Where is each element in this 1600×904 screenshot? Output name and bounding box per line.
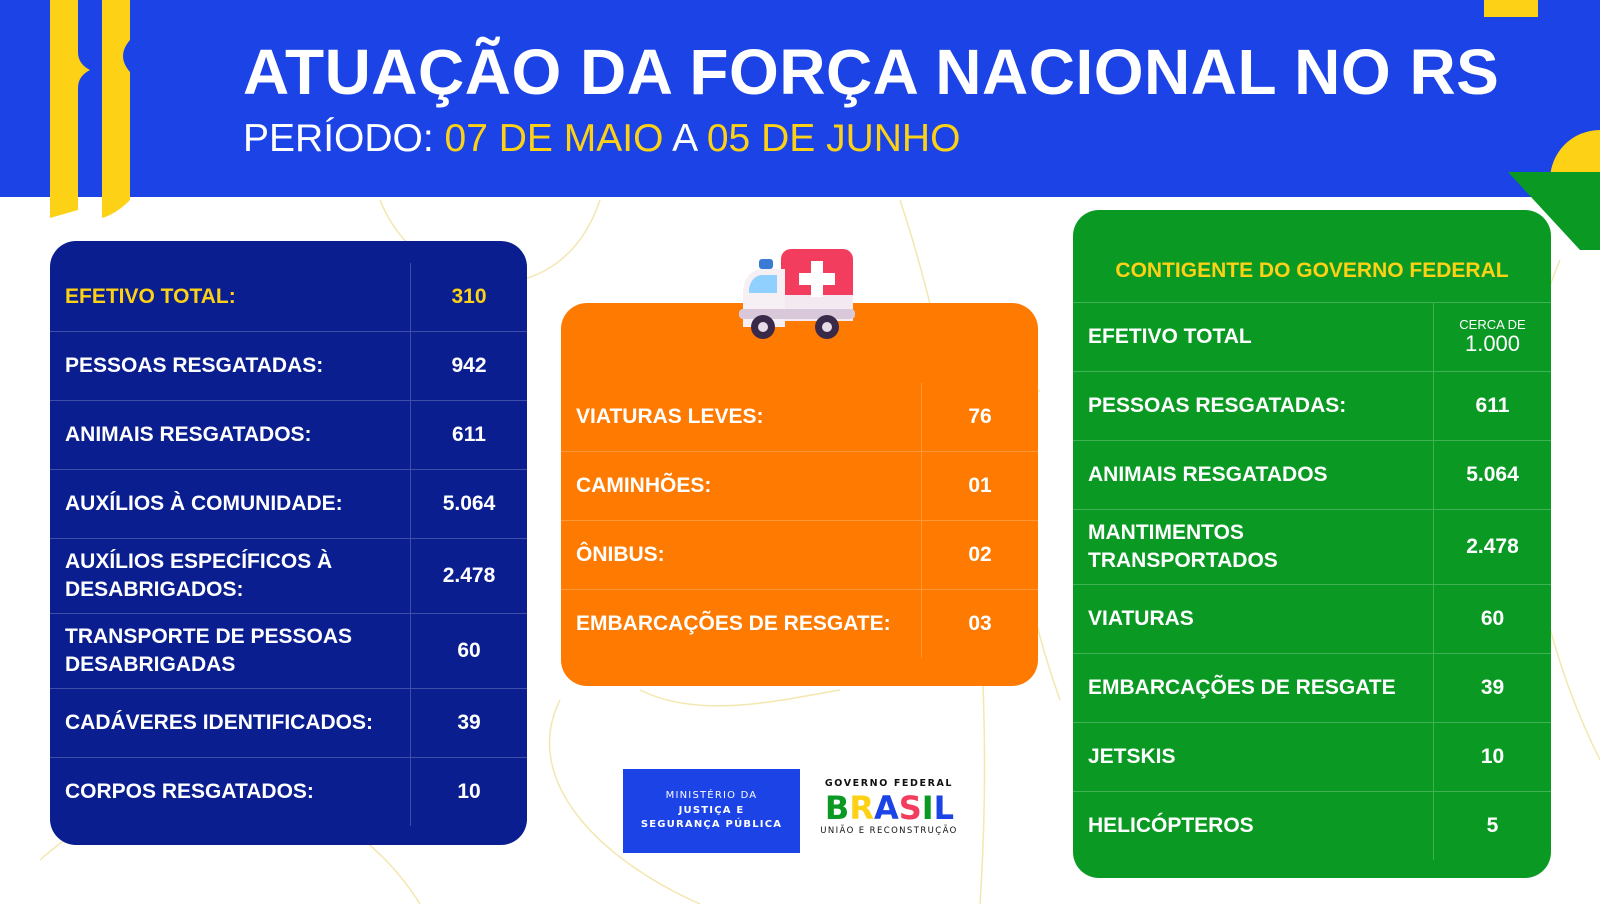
brasil-letter: B — [824, 789, 849, 827]
ministry-logo-line: JUSTIÇA E — [678, 804, 745, 816]
row-label: EMBARCAÇÕES DE RESGATE — [1088, 675, 1396, 699]
vehicles-table: VIATURAS LEVES: 76 CAMINHÕES: 01 ÔNIBUS:… — [561, 383, 1038, 658]
table-row: EFETIVO TOTAL CERCA DE 1.000 — [1073, 303, 1551, 372]
page-title: ATUAÇÃO DA FORÇA NACIONAL NO RS — [243, 36, 1500, 108]
period-end-date: 05 DE JUNHO — [706, 117, 961, 160]
gov-logo-top-text: GOVERNO FEDERAL — [824, 778, 954, 789]
table-row: EMBARCAÇÕES DE RESGATE: 03 — [561, 590, 1038, 658]
table-row: ÔNIBUS: 02 — [561, 521, 1038, 590]
row-value: 10 — [1433, 723, 1551, 791]
table-row: AUXÍLIOS À COMUNIDADE: 5.064 — [50, 470, 527, 539]
row-value: CERCA DE 1.000 — [1433, 303, 1551, 371]
table-row: EFETIVO TOTAL: 310 — [50, 263, 527, 332]
row-value: 611 — [1433, 372, 1551, 440]
period-connector: A — [672, 117, 697, 160]
table-row: VIATURAS LEVES: 76 — [561, 383, 1038, 452]
row-value: 03 — [921, 590, 1038, 658]
period-subtitle: PERÍODO: 07 DE MAIO A 05 DE JUNHO — [243, 117, 961, 161]
brasil-letter: R — [849, 789, 874, 827]
ministry-logo-line: SEGURANÇA PÚBLICA — [640, 819, 783, 831]
value-amount: 1.000 — [1464, 331, 1521, 357]
row-label: HELICÓPTEROS — [1088, 813, 1254, 837]
table-row: JETSKIS 10 — [1073, 723, 1551, 792]
row-label: ANIMAIS RESGATADOS: — [65, 422, 312, 446]
row-value: 01 — [921, 452, 1038, 520]
row-value: 02 — [921, 521, 1038, 589]
row-label: PESSOAS RESGATADAS: — [65, 353, 324, 377]
row-value: 76 — [921, 383, 1038, 451]
row-label: CADÁVERES IDENTIFICADOS: — [65, 710, 374, 734]
corner-decoration — [1484, 0, 1600, 250]
row-label: MANTIMENTOS TRANSPORTADOS — [1088, 520, 1278, 572]
table-row: CORPOS RESGATADOS: 10 — [50, 758, 527, 826]
row-label: JETSKIS — [1088, 744, 1176, 768]
value-prefix: CERCA DE — [1459, 316, 1526, 332]
row-value: 60 — [410, 614, 527, 688]
header-banner — [0, 0, 1600, 197]
row-label: EFETIVO TOTAL — [1088, 324, 1252, 348]
table-row: AUXÍLIOS ESPECÍFICOS À DESABRIGADOS: 2.4… — [50, 539, 527, 614]
row-value: 2.478 — [1433, 510, 1551, 584]
row-label: CAMINHÕES: — [576, 473, 712, 497]
table-row: EMBARCAÇÕES DE RESGATE 39 — [1073, 654, 1551, 723]
row-value: 5.064 — [1433, 441, 1551, 509]
table-row: HELICÓPTEROS 5 — [1073, 792, 1551, 860]
row-value: 10 — [410, 758, 527, 826]
table-row: CAMINHÕES: 01 — [561, 452, 1038, 521]
brasil-letter: I — [921, 789, 934, 827]
row-value: 39 — [1433, 654, 1551, 722]
table-row: VIATURAS 60 — [1073, 585, 1551, 654]
ministry-justice-logo: MINISTÉRIO DA JUSTIÇA E SEGURANÇA PÚBLIC… — [623, 769, 800, 853]
table-row: PESSOAS RESGATADAS: 611 — [1073, 372, 1551, 441]
period-start-date: 07 DE MAIO — [444, 117, 664, 160]
row-label: TRANSPORTE DE PESSOAS DESABRIGADAS — [65, 624, 353, 676]
row-value: 39 — [410, 689, 527, 757]
brand-stripes-decoration — [50, 0, 130, 218]
brasil-letter: L — [933, 789, 954, 827]
row-label: PESSOAS RESGATADAS: — [1088, 393, 1347, 417]
federal-government-logo: GOVERNO FEDERAL B R A S I L UNIÃO E RECO… — [815, 778, 963, 848]
row-label: EMBARCAÇÕES DE RESGATE: — [576, 611, 891, 635]
brasil-wordmark: B R A S I L — [815, 792, 963, 824]
row-value: 5 — [1433, 792, 1551, 860]
brasil-letter: S — [898, 789, 922, 827]
gov-logo-bottom-text: UNIÃO E RECONSTRUÇÃO — [820, 826, 958, 836]
row-value: 5.064 — [410, 470, 527, 538]
row-label: AUXÍLIOS À COMUNIDADE: — [65, 491, 343, 515]
table-row: ANIMAIS RESGATADOS 5.064 — [1073, 441, 1551, 510]
vehicles-panel: VIATURAS LEVES: 76 CAMINHÕES: 01 ÔNIBUS:… — [561, 303, 1038, 686]
row-value: 611 — [410, 401, 527, 469]
ministry-logo-line: MINISTÉRIO DA — [665, 790, 758, 802]
row-label: VIATURAS — [1088, 606, 1194, 630]
national-force-stats-panel: EFETIVO TOTAL: 310 PESSOAS RESGATADAS: 9… — [50, 241, 527, 845]
row-label: ANIMAIS RESGATADOS — [1088, 462, 1328, 486]
table-row: TRANSPORTE DE PESSOAS DESABRIGADAS 60 — [50, 614, 527, 689]
row-label: CORPOS RESGATADOS: — [65, 779, 314, 803]
row-value: 2.478 — [410, 539, 527, 613]
federal-government-contingent-panel: CONTIGENTE DO GOVERNO FEDERAL EFETIVO TO… — [1073, 210, 1551, 878]
row-label: ÔNIBUS: — [576, 542, 665, 566]
row-label: VIATURAS LEVES: — [576, 404, 764, 428]
row-value: 60 — [1433, 585, 1551, 653]
table-row: CADÁVERES IDENTIFICADOS: 39 — [50, 689, 527, 758]
panel-heading: CONTIGENTE DO GOVERNO FEDERAL — [1073, 240, 1551, 303]
table-row: ANIMAIS RESGATADOS: 611 — [50, 401, 527, 470]
period-label: PERÍODO: — [243, 117, 434, 160]
brasil-letter: A — [873, 789, 899, 827]
ambulance-icon — [739, 249, 855, 339]
national-force-stats-table: EFETIVO TOTAL: 310 PESSOAS RESGATADAS: 9… — [50, 263, 527, 826]
row-value: 942 — [410, 332, 527, 400]
federal-contingent-table: EFETIVO TOTAL CERCA DE 1.000 PESSOAS RES… — [1073, 303, 1551, 860]
row-label: EFETIVO TOTAL: — [65, 284, 236, 308]
table-row: PESSOAS RESGATADAS: 942 — [50, 332, 527, 401]
row-label: AUXÍLIOS ESPECÍFICOS À DESABRIGADOS: — [65, 549, 333, 601]
table-row: MANTIMENTOS TRANSPORTADOS 2.478 — [1073, 510, 1551, 585]
row-value: 310 — [410, 263, 527, 331]
